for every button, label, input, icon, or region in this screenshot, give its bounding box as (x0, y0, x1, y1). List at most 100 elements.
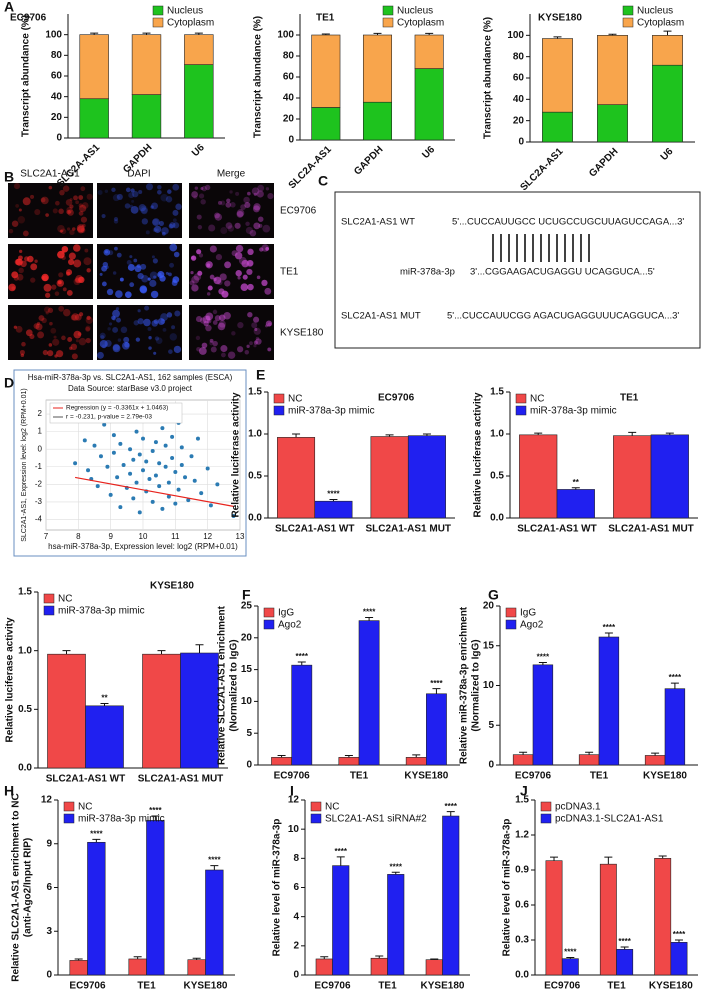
cell (212, 340, 218, 347)
bar (146, 820, 165, 976)
bar (597, 35, 628, 105)
cell (37, 331, 45, 339)
legend-label: Ago2 (278, 620, 302, 631)
error-bar (550, 856, 559, 861)
point (131, 457, 136, 462)
cell (195, 335, 201, 341)
y-tick-label: 10 (483, 680, 495, 691)
cell (69, 204, 74, 209)
cell (17, 215, 26, 224)
error-bar (90, 32, 99, 35)
cell (174, 310, 181, 317)
legend-swatch (382, 17, 394, 28)
cell (112, 344, 121, 353)
cell (124, 342, 130, 348)
x-tick-label: KYSE180 (421, 981, 465, 992)
cell (205, 261, 213, 269)
cell (153, 351, 157, 355)
cell (241, 259, 249, 268)
significance: **** (669, 673, 682, 682)
cell (253, 327, 261, 335)
cell (157, 318, 165, 326)
cell (141, 218, 148, 225)
cell (139, 285, 148, 293)
error-bar (670, 682, 679, 689)
cell (61, 250, 66, 254)
error-bar (665, 432, 674, 435)
cell (230, 202, 236, 208)
micrograph (8, 183, 93, 238)
error-bar (553, 36, 562, 39)
cell (80, 216, 88, 223)
y-tick-label: 25 (241, 601, 253, 612)
cell (237, 346, 244, 353)
cell (236, 210, 244, 218)
x-tick-label: 12 (203, 532, 212, 541)
y-tick-label: 20 (51, 112, 63, 123)
cell (99, 332, 106, 339)
significance: **** (673, 930, 686, 939)
cell (35, 323, 43, 331)
cell (189, 280, 195, 286)
point (186, 498, 191, 503)
y-tick-label: 20 (283, 114, 295, 125)
legend-swatch (540, 813, 552, 824)
cell (169, 243, 178, 252)
point (170, 455, 175, 460)
error-bar (192, 957, 201, 960)
chart-title: TE1 (620, 393, 639, 404)
y-tick-label: 0.5 (18, 704, 32, 715)
annotation-box (49, 402, 183, 424)
base-pairs (492, 234, 590, 262)
cell (69, 229, 75, 236)
cell (20, 260, 27, 268)
y-tick-label: 8 (293, 853, 299, 864)
point (199, 491, 204, 496)
cell (191, 275, 200, 284)
cell (253, 192, 258, 197)
y-tick-label: 60 (283, 72, 295, 83)
legend-swatch (43, 593, 55, 604)
y-tick-label: 0 (488, 760, 494, 771)
cell (57, 250, 65, 259)
bar (69, 960, 88, 976)
legend-label: IgG (278, 608, 294, 619)
cell (80, 228, 86, 233)
bar (425, 959, 443, 976)
cell (36, 321, 41, 326)
cell (194, 186, 199, 190)
cell (195, 316, 203, 323)
significance: **** (335, 847, 348, 856)
y-tick-label: 0 (246, 760, 252, 771)
cell (78, 203, 83, 208)
bar (277, 437, 316, 519)
point (95, 484, 100, 489)
cell (209, 245, 217, 253)
error-bar (446, 811, 455, 817)
y-tick-label: 2 (38, 409, 43, 418)
y-axis-label: Transcript abundance (%) (253, 16, 264, 138)
cell (172, 222, 180, 229)
y-axis-label: Relative level of miR-378a-3p (272, 819, 283, 957)
y-tick-label: 3 (46, 926, 52, 937)
panel-label: C (318, 173, 328, 189)
cell (149, 279, 157, 287)
cell (151, 320, 159, 327)
point (173, 501, 178, 506)
cell (219, 273, 227, 281)
cell (139, 205, 148, 214)
cell (152, 258, 158, 264)
point (147, 477, 152, 482)
x-tick-label: 11 (171, 532, 180, 541)
bar (87, 841, 106, 976)
cell (172, 218, 177, 223)
legend-label: SLC2A1-AS1 siRNA#2 (325, 814, 427, 825)
error-bar (373, 32, 382, 35)
x-tick-label: SLC2A1-AS1 WT (46, 774, 125, 785)
cell (144, 305, 150, 311)
cell (160, 313, 168, 322)
panel-label: G (488, 587, 499, 603)
bar (613, 435, 652, 519)
y-tick-label: 15 (483, 640, 495, 651)
error-bar (320, 956, 329, 959)
